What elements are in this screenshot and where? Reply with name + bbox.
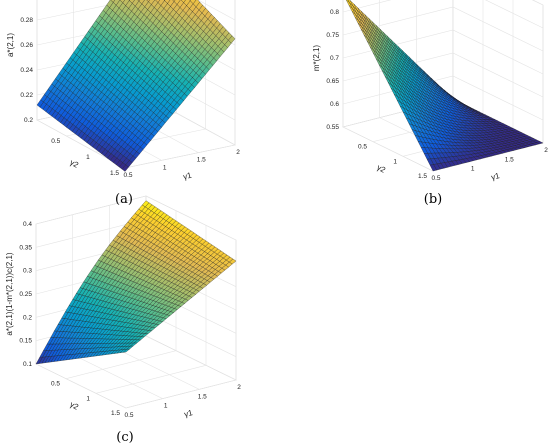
z-tick-label: 0.28: [20, 17, 33, 24]
x-axis-label: γ1: [182, 171, 193, 182]
z-tick-label: 0.8: [330, 9, 339, 16]
caption-b: (b): [424, 192, 442, 207]
surface-plot-c: 0.1 0.15 0.2 0.25 0.3 0.35 0.4 0.5 1 1.5 2 0.5 1 1.5 a…: [5, 195, 241, 419]
z-tick-label: 0.24: [20, 67, 33, 74]
surface-mesh: [36, 0, 236, 172]
x-tick-label: 1.5: [198, 393, 207, 400]
x-tick-label: 1.5: [197, 157, 206, 164]
caption-a: (a): [115, 192, 133, 207]
x-tick-label: 2: [237, 384, 241, 391]
x-tick-label: 1.5: [505, 156, 514, 163]
z-tick-label: 0.22: [20, 92, 33, 99]
y-axis-label: γ2: [375, 163, 387, 175]
y-tick-label: 1: [86, 154, 90, 161]
z-tick-label: 0.4: [23, 221, 32, 228]
y-axis-label: γ2: [68, 400, 80, 412]
y-tick-label: 1.5: [111, 410, 120, 417]
surface-mesh: [346, 0, 544, 172]
z-tick-label: 0.2: [23, 314, 32, 321]
z-tick-label: 0.1: [23, 361, 32, 368]
x-tick-label: 1: [164, 403, 168, 410]
x-tick-label: 2: [236, 149, 240, 156]
z-tick-label: 0.75: [326, 32, 339, 39]
z-tick-label: 0.25: [19, 291, 32, 298]
caption-c: (c): [116, 430, 133, 445]
y-tick-label: 1.5: [418, 173, 427, 180]
y-tick-label: 1: [86, 395, 90, 402]
z-tick-label: 0.65: [326, 78, 339, 85]
z-axis-label: m*(2,1): [312, 45, 321, 72]
z-tick-label: 0.2: [24, 117, 33, 124]
z-axis-label: a*(2,1)(1-m*(2,1))c(2,1): [5, 252, 14, 335]
x-axis-label: γ1: [183, 408, 194, 419]
surface-plot-a: 0.20.220.240.260.280.30.320.511.520.511.…: [6, 0, 240, 181]
z-tick-label: 0.35: [19, 244, 32, 251]
z-tick-label: 0.6: [330, 101, 339, 108]
y-tick-label: 0.5: [358, 144, 367, 151]
surface-mesh: [35, 200, 237, 365]
z-tick-label: 0.7: [330, 55, 339, 62]
surface-plot-b: 0.550.60.650.70.750.80.850.511.520.511.5…: [312, 0, 548, 182]
x-tick-label: 1: [163, 164, 167, 171]
x-tick-label: 0.5: [431, 175, 440, 182]
y-axis-label: γ2: [68, 158, 80, 170]
y-tick-label: 1: [393, 158, 397, 165]
z-axis-label: a*(2,1): [6, 33, 15, 57]
x-tick-label: 0.5: [123, 172, 132, 179]
z-tick-label: 0.55: [326, 124, 339, 131]
y-tick-label: 0.5: [51, 381, 60, 388]
x-axis-label: γ1: [490, 171, 501, 182]
x-tick-label: 2: [544, 147, 548, 154]
z-tick-label: 0.3: [23, 268, 32, 275]
z-tick-label: 0.15: [19, 338, 32, 345]
x-tick-label: 1: [471, 166, 475, 173]
x-tick-label: 0.5: [124, 412, 133, 419]
y-tick-label: 0.5: [51, 138, 60, 145]
y-tick-label: 1.5: [110, 170, 119, 177]
z-tick-label: 0.26: [20, 42, 33, 49]
